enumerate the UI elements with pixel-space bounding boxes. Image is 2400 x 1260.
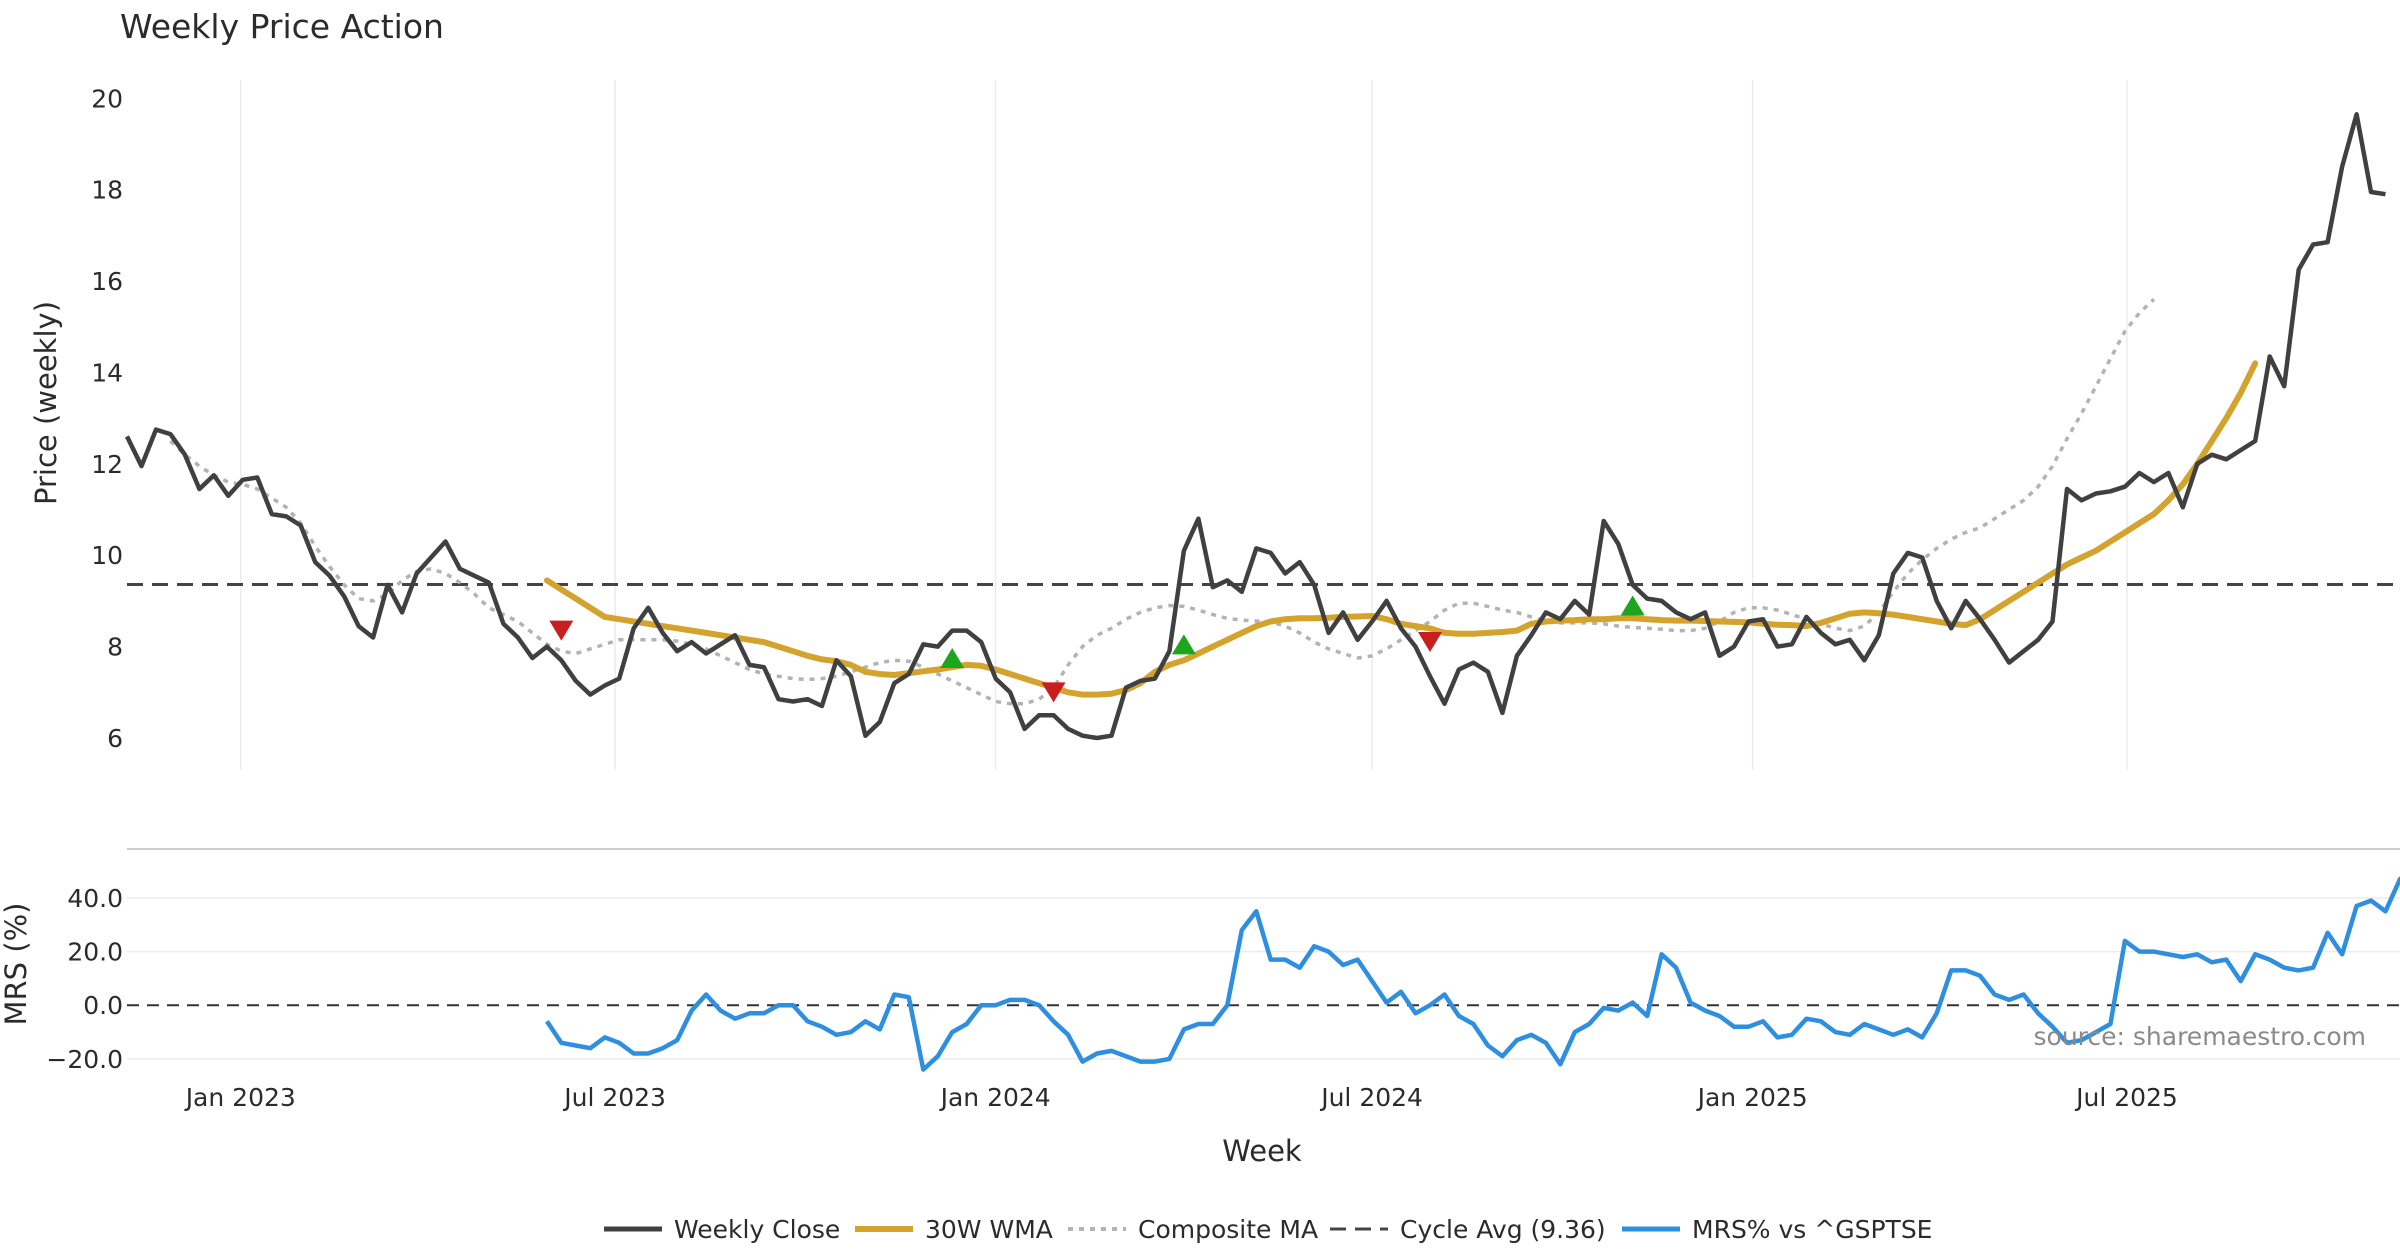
x-tick-label: Jul 2024 xyxy=(1319,1083,1423,1112)
price-panel: 6 8 10 12 14 16 18 20 Price (weekly) xyxy=(29,80,2400,770)
mrs-panel: 40.0 20.0 0.0 −20.0 MRS (%) source: sharema… xyxy=(0,876,2400,1074)
chart-title: Weekly Price Action xyxy=(120,7,444,46)
x-axis-label: Week xyxy=(1222,1134,1302,1168)
price-y-ticks: 6 8 10 12 14 16 18 20 xyxy=(91,84,123,753)
source-note: source: sharemaestro.com xyxy=(2034,1022,2367,1051)
mrs-y-ticks: 40.0 20.0 0.0 −20.0 xyxy=(46,884,123,1074)
legend-item: MRS% vs ^GSPTSE xyxy=(1622,1215,1932,1244)
series-mrs xyxy=(545,876,2400,1072)
price-vertical-grid xyxy=(240,80,2128,770)
mrs-y-tick-label: 0.0 xyxy=(83,991,123,1020)
mrs-y-tick-label: 40.0 xyxy=(67,884,123,913)
price-y-tick-label: 10 xyxy=(91,541,123,570)
price-lines xyxy=(124,112,2400,741)
series-composite-ma xyxy=(169,298,2156,706)
mrs-horizontal-grid xyxy=(127,897,2400,1060)
price-y-tick-label: 8 xyxy=(107,633,123,662)
sell-signal-marker xyxy=(549,620,574,641)
price-y-tick-label: 18 xyxy=(91,176,123,205)
x-tick-label: Jan 2023 xyxy=(184,1083,296,1112)
x-ticks: Jan 2023 Jul 2023 Jan 2024 Jul 2024 Jan 2025… xyxy=(184,1083,2178,1112)
price-y-tick-label: 20 xyxy=(91,84,123,113)
legend-label: Cycle Avg (9.36) xyxy=(1400,1215,1606,1244)
price-y-tick-label: 6 xyxy=(107,724,123,753)
legend-label: Weekly Close xyxy=(674,1215,840,1244)
legend-item: Composite MA xyxy=(1068,1215,1318,1244)
mrs-lines xyxy=(545,876,2400,1072)
legend: Weekly Close 30W WMA Composite MA Cycle Avg… xyxy=(604,1215,1932,1244)
legend-label: Composite MA xyxy=(1138,1215,1318,1244)
x-tick-label: Jul 2023 xyxy=(562,1083,666,1112)
price-y-tick-label: 12 xyxy=(91,450,123,479)
x-tick-label: Jan 2024 xyxy=(939,1083,1051,1112)
mrs-y-tick-label: 20.0 xyxy=(67,938,123,967)
sell-signal-marker xyxy=(1417,632,1442,653)
legend-item: Weekly Close xyxy=(604,1215,840,1244)
buy-signal-marker xyxy=(1620,595,1645,616)
series-weekly-close xyxy=(124,112,2386,741)
mrs-y-tick-label: −20.0 xyxy=(46,1045,123,1074)
price-y-label: Price (weekly) xyxy=(29,301,63,505)
price-y-tick-label: 16 xyxy=(91,267,123,296)
signal-markers xyxy=(549,595,1645,703)
buy-signal-marker xyxy=(1171,634,1196,655)
legend-label: MRS% vs ^GSPTSE xyxy=(1692,1215,1932,1244)
buy-signal-marker xyxy=(940,648,965,669)
legend-item: 30W WMA xyxy=(855,1215,1053,1244)
legend-item: Cycle Avg (9.36) xyxy=(1330,1215,1606,1244)
mrs-y-label: MRS (%) xyxy=(0,903,33,1026)
x-tick-label: Jan 2025 xyxy=(1696,1083,1808,1112)
price-y-tick-label: 14 xyxy=(91,358,123,387)
x-tick-label: Jul 2025 xyxy=(2074,1083,2178,1112)
legend-label: 30W WMA xyxy=(925,1215,1053,1244)
sell-signal-marker xyxy=(1041,682,1066,703)
